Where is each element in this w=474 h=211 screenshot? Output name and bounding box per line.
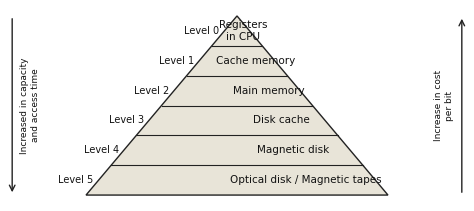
Text: Registers
in CPU: Registers in CPU — [219, 20, 267, 42]
Text: Level 5: Level 5 — [58, 175, 94, 185]
Text: Main memory: Main memory — [233, 86, 304, 96]
Text: Level 4: Level 4 — [84, 145, 119, 155]
Text: Disk cache: Disk cache — [253, 115, 310, 125]
Text: Level 3: Level 3 — [109, 115, 144, 125]
Text: Magnetic disk: Magnetic disk — [257, 145, 330, 155]
Polygon shape — [86, 16, 388, 195]
Text: Level 0: Level 0 — [184, 26, 219, 36]
Text: Increase in cost
per bit: Increase in cost per bit — [434, 70, 454, 141]
Text: Increased in capacity
and access time: Increased in capacity and access time — [20, 57, 40, 154]
Text: Optical disk / Magnetic tapes: Optical disk / Magnetic tapes — [230, 175, 382, 185]
Text: Cache memory: Cache memory — [216, 56, 295, 66]
Text: Level 2: Level 2 — [134, 86, 169, 96]
Text: Level 1: Level 1 — [159, 56, 194, 66]
